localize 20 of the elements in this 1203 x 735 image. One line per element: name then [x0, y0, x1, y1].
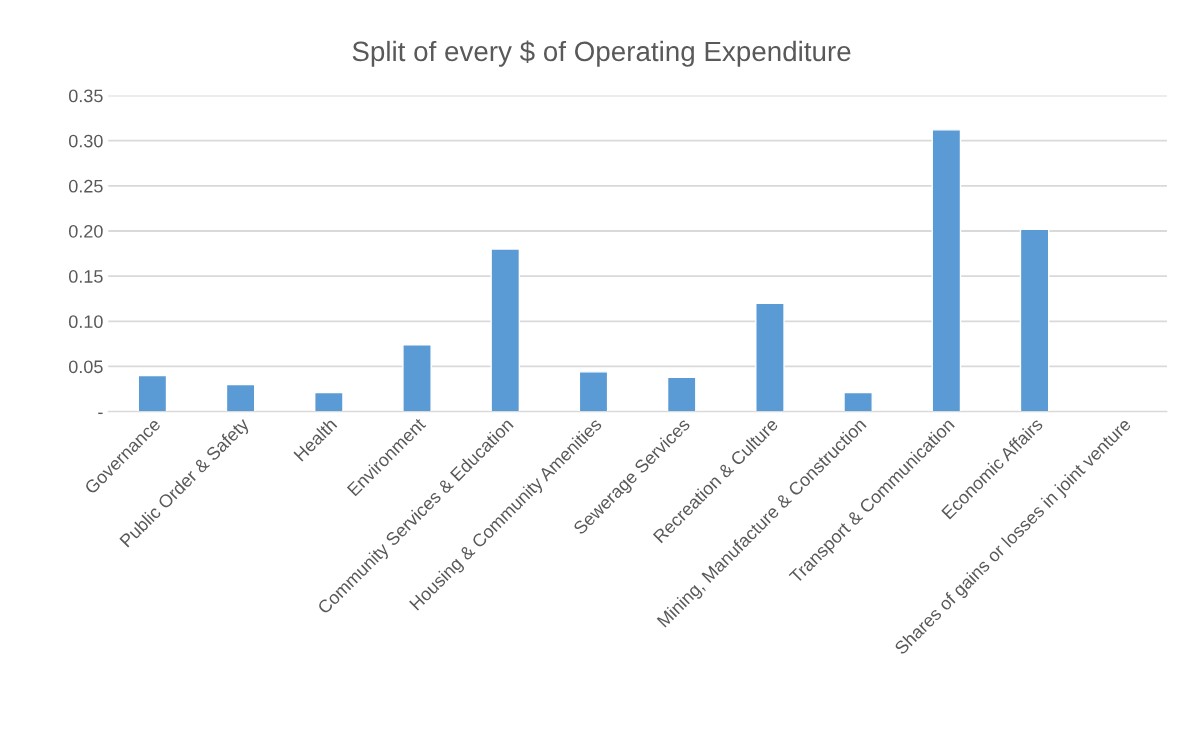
bar	[931, 129, 962, 412]
y-tick-label: 0.10	[68, 315, 103, 329]
bar	[666, 376, 697, 412]
bar	[402, 344, 432, 412]
bar	[843, 391, 873, 412]
y-tick-label: 0.05	[68, 360, 103, 374]
bar	[225, 383, 256, 412]
chart-title: Split of every $ of Operating Expenditure	[352, 40, 851, 67]
bar	[1019, 228, 1050, 412]
bar	[137, 374, 168, 412]
y-tick-label: -	[98, 412, 103, 415]
bar	[490, 248, 521, 412]
bar	[314, 391, 344, 412]
y-tick-label: 0.25	[68, 179, 103, 193]
bar	[578, 371, 609, 412]
y-tick-label: 0.35	[68, 89, 103, 103]
y-tick-label: 0.30	[68, 134, 103, 148]
y-tick-label: 0.20	[68, 224, 103, 238]
bar	[755, 302, 785, 412]
y-tick-label: 0.15	[68, 270, 103, 283]
